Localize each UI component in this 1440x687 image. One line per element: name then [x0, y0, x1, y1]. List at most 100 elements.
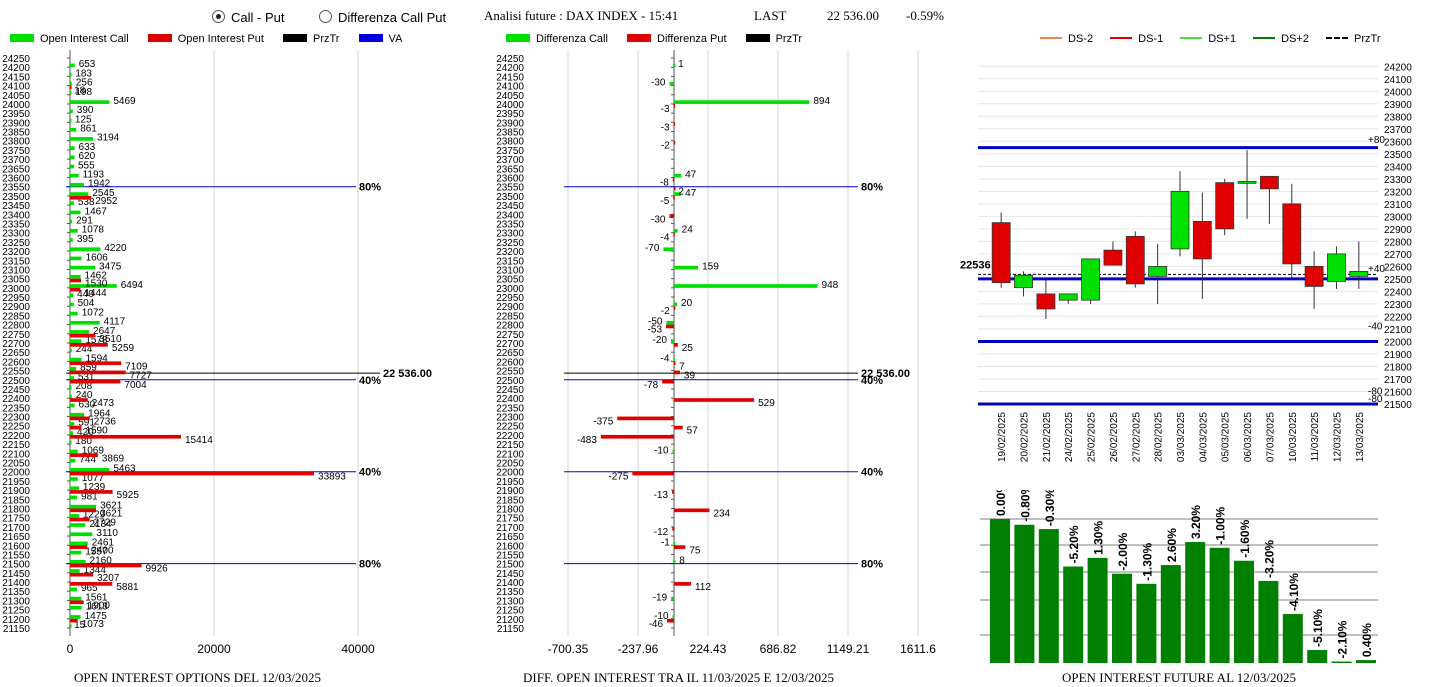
- candle-body: [1282, 203, 1302, 265]
- bar-put: [70, 361, 122, 366]
- data-label: 1462: [85, 271, 108, 282]
- y-tick-label: 22950: [2, 293, 30, 304]
- data-label: 2: [678, 187, 684, 198]
- data-label: 159: [702, 261, 719, 272]
- bar-call: [70, 219, 73, 224]
- legend-label: DS-1: [1138, 33, 1164, 45]
- y-tick-label: 24000: [2, 100, 30, 111]
- y-tick-label: 22600: [1384, 262, 1412, 273]
- data-label: 620: [78, 151, 95, 162]
- y-tick-label: 21200: [2, 615, 30, 626]
- analysis-label: Analisi future : DAX INDEX - 15:41: [484, 8, 679, 23]
- x-tick-label: 04/03/2025: [1198, 412, 1209, 462]
- oi-bar: [1014, 524, 1035, 663]
- bar-put: [672, 177, 675, 182]
- legend-swatch: [1040, 37, 1062, 39]
- oi-bar: [1160, 565, 1181, 663]
- panel2-title: DIFF. OPEN INTEREST TRA IL 11/03/2025 E …: [523, 670, 834, 685]
- radio-unselected-icon[interactable]: [319, 10, 332, 23]
- y-tick-label: 22050: [2, 459, 30, 470]
- y-tick-label: 22300: [496, 413, 524, 424]
- y-tick-label: 24200: [496, 63, 524, 74]
- y-tick-label: 23000: [2, 284, 30, 295]
- data-label: 7: [679, 361, 685, 372]
- oi-bar-label: -1.00%: [1214, 506, 1228, 544]
- y-tick-label: 23600: [2, 174, 30, 185]
- bar-call: [70, 293, 74, 298]
- y-tick-label: 23200: [496, 247, 524, 258]
- bar-call: [70, 72, 72, 77]
- data-label: 504: [78, 298, 95, 309]
- data-label: 7109: [125, 361, 148, 372]
- x-tick-label: 27/02/2025: [1131, 412, 1142, 462]
- data-label: 234: [713, 508, 730, 519]
- legend-label: Differenza Call: [536, 33, 608, 45]
- bar-put: [70, 490, 113, 494]
- mode-option-call-put[interactable]: Call - Put: [212, 10, 284, 25]
- last-value: 22 536.00: [827, 8, 879, 23]
- y-tick-label: 21400: [496, 578, 524, 589]
- bar-call: [70, 63, 75, 68]
- y-tick-label: 22250: [2, 422, 30, 433]
- oi-bar: [1112, 573, 1132, 663]
- data-label: 1557: [85, 546, 108, 557]
- candle-body: [1014, 274, 1033, 289]
- y-tick-label: 23850: [2, 128, 30, 139]
- data-label: 2400: [91, 545, 114, 556]
- bar-put: [673, 140, 676, 145]
- y-tick-label: 22250: [496, 422, 524, 433]
- radio-selected-icon[interactable]: [212, 10, 225, 23]
- y-tick-label: 24150: [2, 72, 30, 83]
- bar-put: [674, 370, 680, 375]
- data-label: 256: [76, 78, 93, 89]
- bar-put: [70, 563, 142, 568]
- y-tick-label: 22750: [496, 330, 524, 341]
- y-tick-label: 23050: [2, 275, 30, 286]
- y-tick-label: 22950: [496, 293, 524, 304]
- data-label: 1475: [85, 611, 108, 622]
- bar-call: [672, 615, 675, 619]
- bar-put: [673, 195, 675, 200]
- bar-call: [70, 624, 72, 628]
- legend-label: Differenza Put: [657, 33, 727, 45]
- data-label: 981: [81, 491, 98, 502]
- y-tick-label: 22200: [1384, 312, 1412, 323]
- data-label: -483: [577, 435, 597, 446]
- y-tick-label: 23350: [496, 219, 524, 230]
- legend-label: Open Interest Put: [177, 33, 264, 45]
- bar-call: [70, 376, 74, 380]
- oi-bar: [1331, 661, 1352, 663]
- mode-option-diff-call-put[interactable]: Differenza Call Put: [319, 10, 446, 25]
- x-tick-label: 21/02/2025: [1042, 412, 1053, 462]
- oi-bar: [1356, 660, 1376, 663]
- oi-bar: [1307, 650, 1328, 663]
- y-tick-label: 23650: [2, 164, 30, 175]
- data-label: 420: [77, 427, 94, 438]
- data-label: 859: [80, 363, 97, 374]
- reference-line-label: 22 536.00: [383, 368, 432, 380]
- y-tick-label: 24150: [496, 72, 524, 83]
- y-tick-label: 23550: [2, 183, 30, 194]
- data-label: 20: [681, 298, 693, 309]
- bar-call: [70, 210, 81, 215]
- data-label: 538: [78, 197, 95, 208]
- bar-call: [672, 449, 675, 454]
- y-tick-label: 22350: [2, 403, 30, 414]
- reference-line-label: 80%: [359, 559, 381, 571]
- data-label: -78: [644, 380, 659, 391]
- bar-put: [674, 508, 710, 513]
- data-label: -70: [645, 243, 660, 254]
- candle-body: [1103, 249, 1123, 266]
- y-tick-label: 21600: [1384, 387, 1412, 398]
- oi-bar-label: 3.20%: [1189, 505, 1203, 539]
- data-label: -4: [661, 353, 670, 364]
- last-label: LAST: [754, 8, 787, 23]
- bar-put: [70, 471, 315, 476]
- y-tick-label: 22900: [1384, 225, 1412, 236]
- data-label: 1072: [82, 307, 105, 318]
- data-label: 1578: [85, 335, 108, 346]
- y-tick-label: 21150: [3, 624, 31, 635]
- y-tick-label: 23200: [1384, 187, 1412, 198]
- bar-call: [70, 183, 84, 187]
- bar-call: [70, 127, 77, 132]
